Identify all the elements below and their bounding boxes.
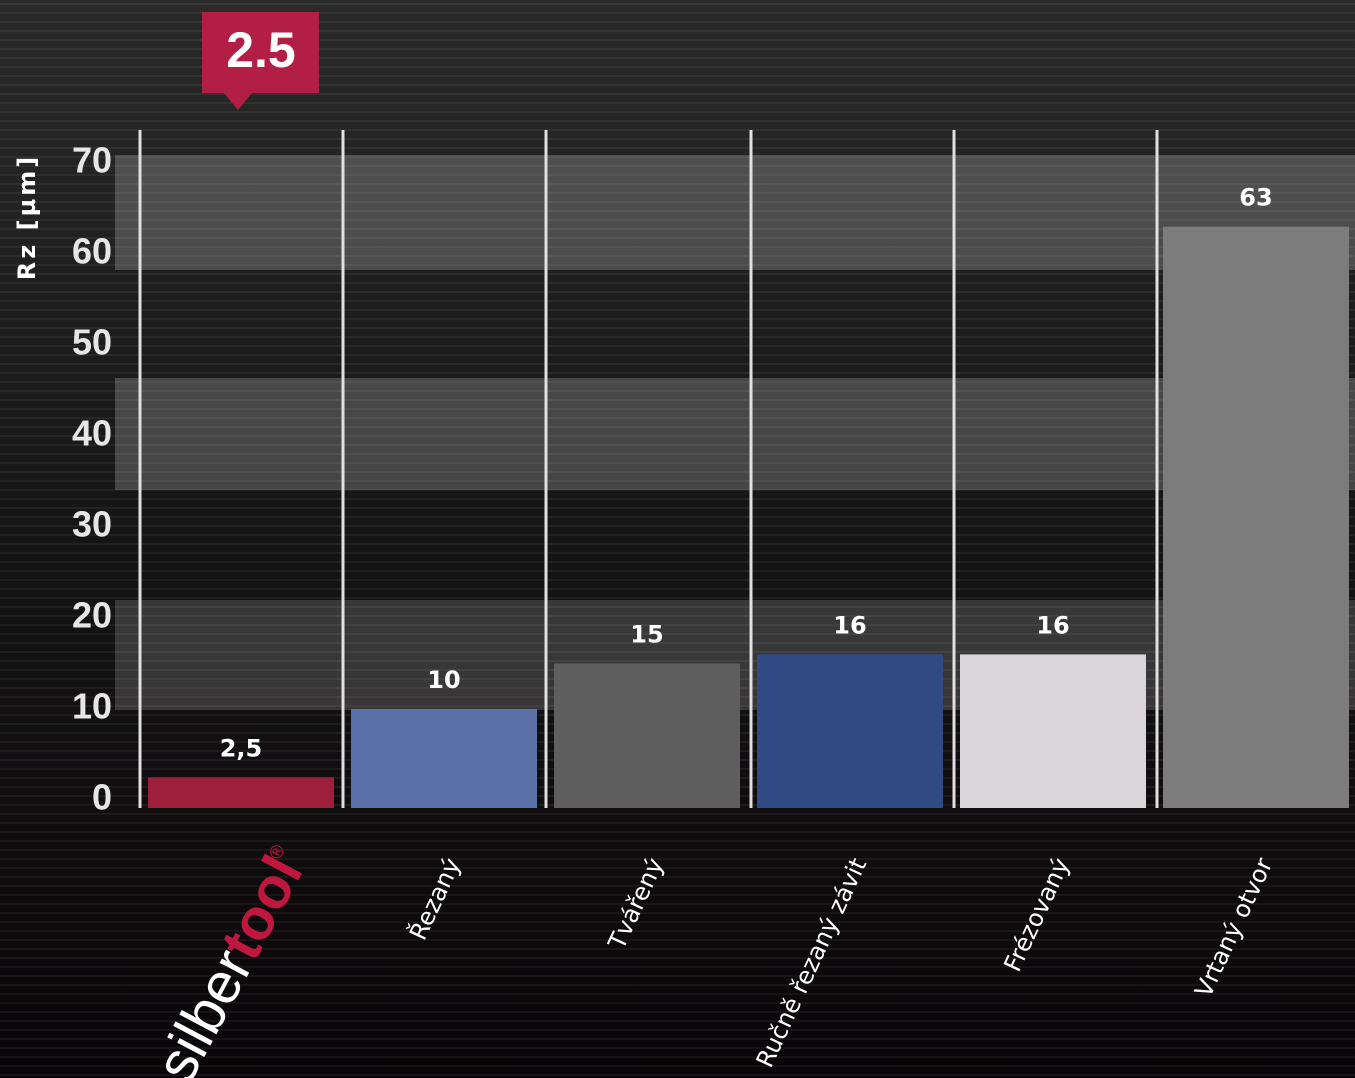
value-label: 16 [833, 611, 866, 639]
y-tick-label: 20 [72, 595, 112, 636]
value-label: 63 [1239, 184, 1272, 212]
value-label: 10 [427, 666, 460, 694]
bar [1163, 227, 1349, 808]
bar [757, 654, 943, 808]
y-tick-label: 10 [72, 686, 112, 727]
value-label: 15 [630, 621, 663, 649]
chart: Rz [µm] 2.5 silbertool ® 010203040506070… [0, 0, 1355, 1078]
bar [554, 664, 740, 809]
bar [960, 654, 1146, 808]
y-tick-label: 60 [72, 231, 112, 272]
y-tick-label: 70 [72, 140, 112, 181]
y-axis-label: Rz [µm] [13, 154, 41, 280]
bar [351, 709, 537, 808]
value-label: 16 [1036, 611, 1069, 639]
y-tick-label: 0 [92, 777, 112, 818]
value-label: 2,5 [220, 734, 263, 762]
y-tick-label: 30 [72, 504, 112, 545]
y-tick-label: 50 [72, 322, 112, 363]
bar [148, 777, 334, 808]
callout-label: 2.5 [226, 22, 296, 78]
y-tick-label: 40 [72, 413, 112, 454]
